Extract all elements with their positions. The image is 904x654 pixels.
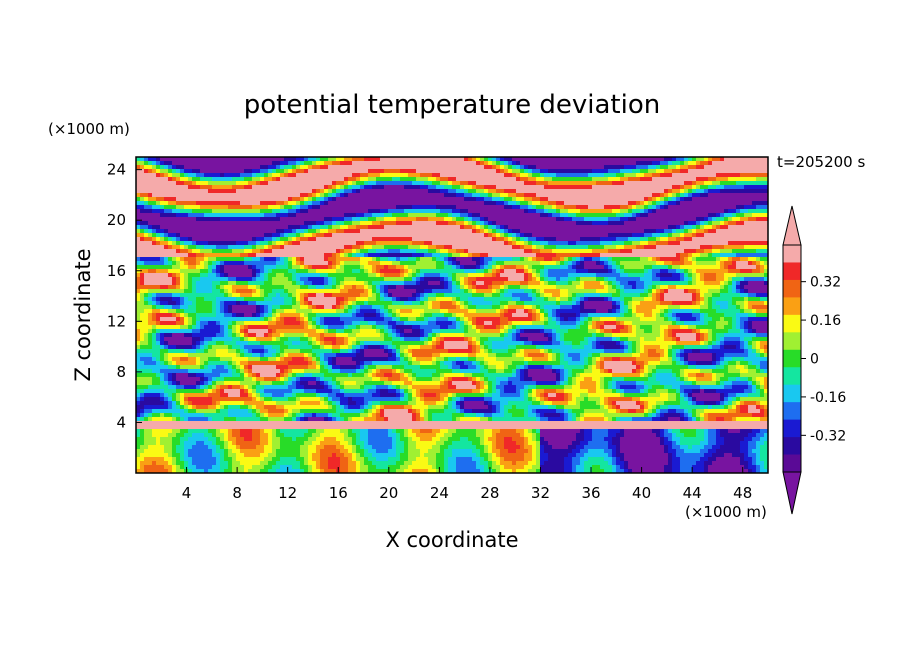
colorbar-label: 0.16 <box>810 313 841 329</box>
chart-title: potential temperature deviation <box>244 90 660 120</box>
y-tick-label: 24 <box>107 161 126 179</box>
colorbar-label: -0.16 <box>810 390 846 406</box>
x-tick-label: 16 <box>329 484 348 502</box>
colorbar-under-arrow <box>783 472 801 514</box>
colorbar-label: 0 <box>810 352 819 368</box>
x-unit-label: (×1000 m) <box>685 503 767 521</box>
y-unit-label: (×1000 m) <box>48 120 130 138</box>
x-axis-label: X coordinate <box>385 528 518 552</box>
colorbar-swatch <box>783 315 801 333</box>
x-tick-label: 48 <box>733 484 752 502</box>
colorbar-swatch <box>783 402 801 420</box>
x-tick-label: 8 <box>232 484 242 502</box>
x-tick-label: 36 <box>581 484 600 502</box>
x-tick-label: 24 <box>430 484 449 502</box>
colorbar-swatch <box>783 437 801 455</box>
x-tick-label: 4 <box>182 484 192 502</box>
colorbar-swatch <box>783 332 801 350</box>
colorbar-swatch <box>783 367 801 385</box>
colorbar: 0.32 0.16 0 -0.16 -0.32 <box>783 206 846 514</box>
colorbar-swatch <box>783 280 801 298</box>
x-tick-label: 32 <box>531 484 550 502</box>
colorbar-swatch <box>783 455 801 473</box>
y-tick-label: 20 <box>107 211 126 229</box>
y-tick-label: 4 <box>116 413 126 431</box>
colorbar-swatch <box>783 385 801 403</box>
colorbar-over-arrow <box>783 206 801 245</box>
x-tick-label: 28 <box>480 484 499 502</box>
colorbar-swatch <box>783 350 801 368</box>
heatmap-field <box>136 157 769 474</box>
x-tick-label: 12 <box>278 484 297 502</box>
colorbar-label: 0.32 <box>810 275 841 291</box>
y-tick-label: 12 <box>107 312 126 330</box>
y-tick-label: 16 <box>107 262 126 280</box>
x-tick-label: 20 <box>379 484 398 502</box>
colorbar-swatch <box>783 245 801 263</box>
time-label: t=205200 s <box>777 153 865 171</box>
x-tick-label: 44 <box>683 484 702 502</box>
colorbar-swatch <box>783 420 801 438</box>
colorbar-swatch <box>783 262 801 280</box>
colorbar-swatch <box>783 297 801 315</box>
y-tick-label: 8 <box>116 363 126 381</box>
x-tick-label: 40 <box>632 484 651 502</box>
colorbar-label: -0.32 <box>810 428 846 444</box>
y-axis-label: Z coordinate <box>71 248 95 381</box>
